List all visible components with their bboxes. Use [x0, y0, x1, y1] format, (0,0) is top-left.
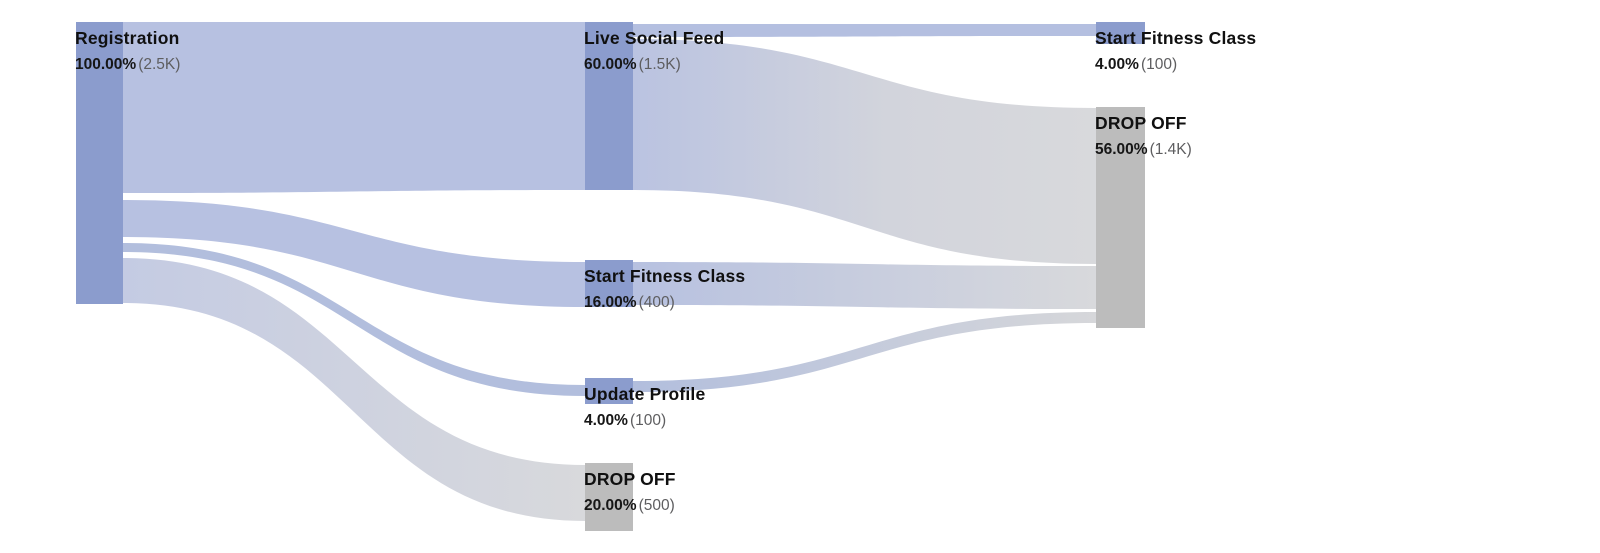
node-start-fitness-class-right[interactable]	[1096, 22, 1145, 44]
node-start-fitness-class-mid[interactable]	[585, 260, 633, 307]
flow-registration-to-live-social-feed[interactable]	[123, 22, 585, 193]
flow-update-profile-to-drop-off[interactable]	[633, 312, 1096, 392]
flow-live-social-feed-to-start-fitness-class[interactable]	[633, 24, 1096, 37]
node-drop-off-mid[interactable]	[585, 463, 633, 531]
flow-registration-to-start-fitness-class[interactable]	[123, 200, 585, 307]
node-drop-off-right[interactable]	[1096, 107, 1145, 328]
node-live-social-feed[interactable]	[585, 22, 633, 190]
flow-start-fitness-class-to-drop-off[interactable]	[633, 262, 1096, 309]
node-registration[interactable]	[76, 22, 123, 304]
flow-registration-to-drop-off[interactable]	[123, 258, 585, 521]
flow-live-social-feed-to-drop-off[interactable]	[633, 39, 1096, 264]
flow-registration-to-update-profile[interactable]	[123, 243, 585, 396]
node-update-profile[interactable]	[585, 378, 633, 404]
